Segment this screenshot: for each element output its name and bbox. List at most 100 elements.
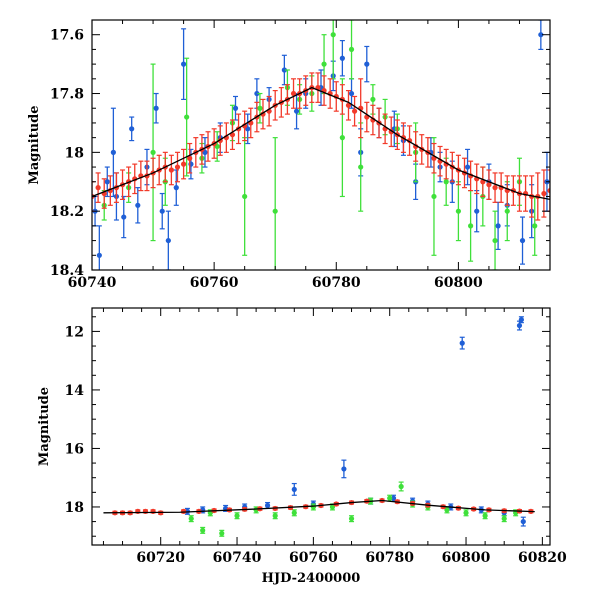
data-point <box>358 164 364 170</box>
plot-area <box>103 316 535 537</box>
series-2 <box>92 72 550 221</box>
data-point <box>96 252 102 258</box>
data-point <box>348 516 355 522</box>
data-point <box>165 237 171 244</box>
series-0 <box>92 20 550 270</box>
data-point <box>345 102 352 108</box>
x-tick-label: 60800 <box>442 550 491 566</box>
data-point <box>492 237 498 244</box>
y-tick-label: 18.2 <box>50 204 84 220</box>
axis-frame <box>91 307 551 546</box>
data-point <box>390 495 397 501</box>
data-point <box>150 508 156 514</box>
data-point <box>254 90 260 97</box>
x-tick-label: 60760 <box>190 275 239 291</box>
data-point <box>234 513 240 519</box>
data-point <box>329 504 336 510</box>
data-point <box>181 61 187 67</box>
data-point <box>387 495 393 501</box>
data-point <box>518 317 524 323</box>
data-point <box>257 105 263 111</box>
data-point <box>398 483 404 490</box>
data-point <box>184 114 190 120</box>
x-tick-label: 60800 <box>434 275 483 291</box>
data-point <box>443 179 449 185</box>
data-point <box>135 202 141 208</box>
data-point <box>541 190 547 197</box>
data-point <box>532 223 538 229</box>
series-0 <box>184 316 526 527</box>
x-tick-label: 60760 <box>289 550 338 566</box>
data-point <box>431 193 437 200</box>
data-point <box>200 527 206 533</box>
data-point <box>219 530 225 536</box>
data-point <box>504 208 510 214</box>
data-point <box>520 518 526 525</box>
data-point <box>104 179 110 185</box>
y-tick-label: 14 <box>65 383 85 399</box>
data-point <box>110 149 116 155</box>
data-point <box>348 90 355 97</box>
data-point <box>370 96 376 103</box>
data-point <box>516 322 523 329</box>
data-point <box>181 161 187 167</box>
data-point <box>150 149 156 155</box>
data-point <box>519 237 526 244</box>
data-point <box>339 135 345 141</box>
data-point <box>159 208 165 214</box>
data-point <box>463 510 469 516</box>
x-tick-label: 60780 <box>312 275 361 291</box>
data-point <box>272 513 278 519</box>
data-point <box>495 223 501 229</box>
data-point <box>281 67 287 73</box>
data-point <box>173 185 179 191</box>
data-point <box>232 105 239 111</box>
bottom-light-curve-panel: 60720 60740 60760 60780 60800 60820 12 14 16 18 Ma… <box>37 307 567 586</box>
data-point <box>538 32 544 38</box>
data-point <box>464 164 471 170</box>
y-tick-label: 18 <box>65 145 84 161</box>
data-point <box>264 502 271 509</box>
data-point <box>459 340 465 346</box>
data-point <box>121 214 127 220</box>
data-point <box>142 508 149 514</box>
data-point <box>341 466 347 472</box>
x-tick-label: 60740 <box>68 275 117 291</box>
data-point <box>364 61 370 67</box>
data-point <box>330 32 336 38</box>
data-point <box>547 187 550 194</box>
data-point <box>129 126 135 132</box>
y-tick-label: 16 <box>65 441 84 457</box>
y-tick-label: 12 <box>65 324 84 340</box>
y-tick-label: 18.4 <box>50 263 84 279</box>
y-axis-title: Magnitude <box>27 105 42 184</box>
data-point <box>291 486 297 493</box>
data-point <box>455 208 461 214</box>
data-point <box>339 55 345 61</box>
x-tick-label: 60740 <box>213 550 262 566</box>
model-curve <box>103 499 535 514</box>
data-point <box>188 516 194 522</box>
data-point <box>153 105 159 111</box>
y-tick-label: 17.6 <box>50 28 84 44</box>
data-point <box>187 155 193 161</box>
data-point <box>474 208 480 214</box>
model-curve <box>92 86 550 201</box>
data-point <box>291 510 297 516</box>
data-point <box>348 46 355 53</box>
data-point <box>310 504 316 510</box>
y-tick-label: 18 <box>65 500 84 516</box>
data-point <box>482 513 488 519</box>
data-point <box>468 223 474 229</box>
data-point <box>174 164 181 170</box>
top-light-curve-panel: 60740 60760 60780 60800 17.6 17.8 18 18.2 18.4 Ma… <box>27 19 551 291</box>
data-point <box>168 167 174 173</box>
y-axis-title: Magnitude <box>37 387 52 466</box>
data-point <box>321 61 327 67</box>
plot-area <box>92 20 550 270</box>
data-point <box>290 90 297 97</box>
x-axis-title: HJD-2400000 <box>262 571 361 586</box>
data-point <box>351 108 358 114</box>
data-point <box>492 185 498 191</box>
